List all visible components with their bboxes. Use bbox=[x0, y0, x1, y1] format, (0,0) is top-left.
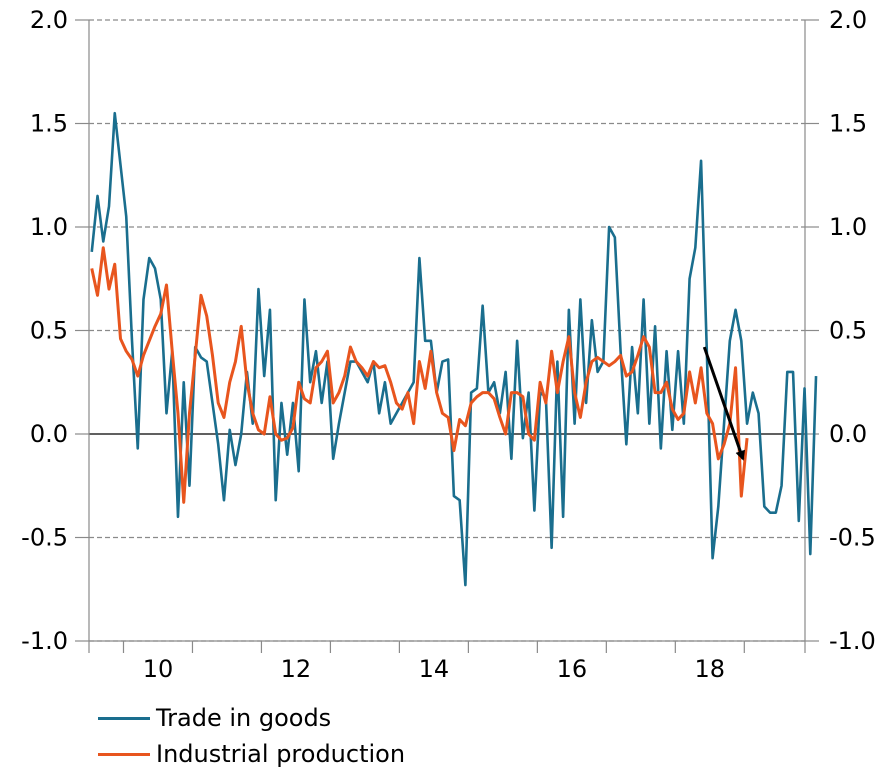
y-tick-label-right: 0.5 bbox=[829, 317, 867, 345]
series-line-trade-in-goods bbox=[90, 111, 818, 587]
y-tick-label-left: 0.5 bbox=[30, 317, 68, 345]
y-tick-label-right: 1.5 bbox=[829, 110, 867, 138]
y-tick-label-left: 1.5 bbox=[30, 110, 68, 138]
y-axis-right-labels: -1.0 -0.5 0.0 0.5 1.0 1.5 2.0 bbox=[829, 6, 876, 655]
series-lines bbox=[90, 111, 818, 587]
y-tick-label-left: -0.5 bbox=[21, 524, 68, 552]
y-tick-label-left: -1.0 bbox=[21, 627, 68, 655]
y-tick-label-right: 2.0 bbox=[829, 6, 867, 34]
x-tick-label: 10 bbox=[143, 655, 174, 683]
series-line-industrial-production bbox=[90, 246, 749, 504]
x-axis-labels: 10 12 14 16 18 bbox=[143, 655, 725, 683]
legend-label-trade-in-goods: Trade in goods bbox=[156, 704, 332, 732]
legend-swatch-industrial-production bbox=[98, 752, 150, 756]
chart: -1.0 -0.5 0.0 0.5 1.0 1.5 2.0 -1.0 -0.5 0.0 0.5 1.… bbox=[21, 6, 876, 683]
annotations bbox=[702, 346, 746, 461]
x-tick-label: 12 bbox=[281, 655, 312, 683]
legend-item-industrial-production: Industrial production bbox=[98, 736, 405, 772]
y-tick-label-right: 1.0 bbox=[829, 213, 867, 241]
y-tick-label-left: 1.0 bbox=[30, 213, 68, 241]
y-tick-label-right: 0.0 bbox=[829, 420, 867, 448]
y-tick-label-left: 2.0 bbox=[30, 6, 68, 34]
legend-item-trade-in-goods: Trade in goods bbox=[98, 700, 405, 736]
legend-swatch-trade-in-goods bbox=[98, 716, 150, 720]
y-axis-left-labels: -1.0 -0.5 0.0 0.5 1.0 1.5 2.0 bbox=[21, 6, 68, 655]
axes bbox=[75, 19, 819, 653]
legend-label-industrial-production: Industrial production bbox=[156, 740, 406, 768]
y-tick-label-left: 0.0 bbox=[30, 420, 68, 448]
x-tick-label: 16 bbox=[557, 655, 588, 683]
x-tick-label: 14 bbox=[419, 655, 450, 683]
y-tick-label-right: -0.5 bbox=[829, 524, 876, 552]
x-tick-label: 18 bbox=[695, 655, 726, 683]
y-tick-label-right: -1.0 bbox=[829, 627, 876, 655]
annotation-arrow bbox=[702, 346, 746, 461]
legend: Trade in goods Industrial production bbox=[98, 700, 405, 772]
